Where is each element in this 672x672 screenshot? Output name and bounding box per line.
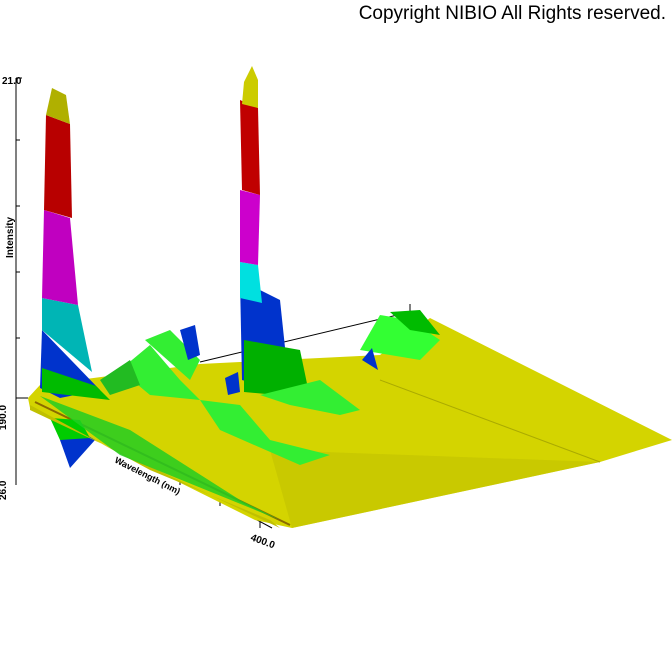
intensity-axis-label: Intensity (5, 216, 16, 258)
intensity-tick-max: 21.0 (2, 76, 22, 87)
intensity-ticks (16, 77, 22, 339)
wavelength-tick-end: 400.0 (249, 532, 277, 551)
left-peak (30, 88, 280, 528)
ridge-line-2 (379, 379, 601, 463)
time-tick-end: 26.0 (0, 480, 9, 500)
time-tick-start: 190.0 (0, 405, 9, 430)
right-peak (240, 66, 310, 398)
copyright-notice: Copyright NIBIO All Rights reserved. (358, 3, 666, 24)
floor-shade (270, 450, 600, 528)
mid-features (100, 310, 440, 465)
back-wall-top (199, 311, 411, 363)
